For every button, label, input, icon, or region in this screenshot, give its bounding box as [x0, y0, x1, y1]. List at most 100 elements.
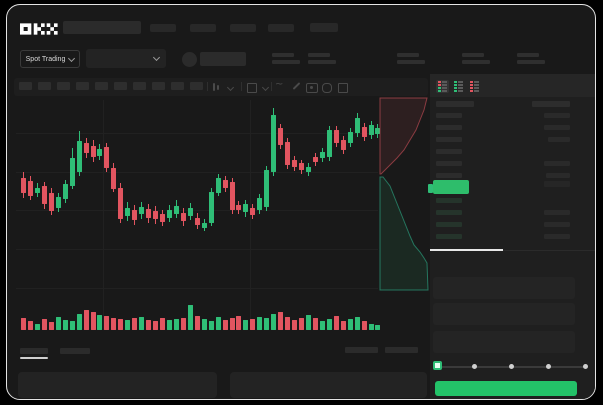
toolbar-divider [241, 82, 242, 91]
ask-price-placeholder[interactable] [436, 125, 462, 130]
chart-footer-item[interactable] [345, 347, 378, 353]
timeframe-button[interactable] [57, 82, 70, 90]
candle [173, 206, 179, 214]
nav-item-placeholder[interactable] [268, 24, 294, 32]
bottom-panel[interactable] [230, 372, 427, 398]
ask-amount-placeholder [544, 113, 570, 118]
ask-price-placeholder[interactable] [436, 149, 462, 154]
slider-stop-dot[interactable] [583, 364, 588, 369]
volume-bar [340, 321, 346, 330]
timeframe-button[interactable] [171, 82, 184, 90]
timeframe-button[interactable] [133, 82, 146, 90]
volume-bar [187, 305, 193, 330]
ask-price-placeholder[interactable] [436, 113, 462, 118]
nav-item-placeholder[interactable] [150, 24, 176, 32]
ask-price-placeholder[interactable] [436, 137, 462, 142]
candle [104, 147, 110, 168]
book-asks-icon[interactable] [468, 80, 481, 93]
ask-price-placeholder[interactable] [436, 161, 462, 166]
volume-bar [312, 318, 318, 330]
order-input[interactable] [433, 277, 575, 299]
candle [34, 188, 40, 193]
candle [299, 163, 304, 170]
timeframe-button[interactable] [76, 82, 89, 90]
volume-bar [208, 321, 214, 330]
candle [160, 214, 165, 222]
chart-tab[interactable] [20, 348, 48, 354]
candles-icon[interactable] [213, 83, 215, 91]
orderbook-icon-line [474, 81, 479, 83]
volume-bar [222, 320, 228, 330]
volume-bar [278, 312, 284, 330]
market-type-dropdown[interactable]: Spot Trading [20, 50, 80, 68]
ask-amount-placeholder [546, 173, 570, 178]
volume-bar [194, 316, 200, 330]
order-input[interactable] [433, 303, 575, 325]
volume-bar [305, 315, 311, 330]
candle [166, 210, 172, 218]
bid-price-placeholder[interactable] [436, 210, 462, 215]
candle [257, 198, 263, 210]
candle [229, 182, 235, 210]
nav-item-placeholder[interactable] [230, 24, 256, 32]
line-style-icon[interactable]: ~ [275, 79, 284, 90]
nav-item-placeholder[interactable] [190, 24, 216, 32]
header-action-button[interactable] [200, 52, 246, 66]
ask-price-placeholder[interactable] [436, 173, 462, 178]
clock-icon[interactable] [322, 83, 332, 93]
candle [222, 180, 228, 188]
volume-bar [375, 325, 381, 330]
nav-item-placeholder[interactable] [310, 23, 338, 32]
timeframe-button[interactable] [190, 82, 203, 90]
orderbook-icon-cell [454, 84, 457, 86]
depth-chart [379, 97, 429, 291]
orderbook-icon-cell [438, 81, 441, 83]
orderbook-icon-line [458, 84, 463, 86]
chart-tab[interactable] [60, 348, 90, 354]
candle [90, 146, 96, 157]
timeframe-button[interactable] [19, 82, 32, 90]
timeframe-button[interactable] [38, 82, 51, 90]
candle [146, 209, 152, 218]
volume-bar [76, 314, 82, 330]
candles-icon[interactable] [217, 85, 219, 90]
candle [97, 149, 103, 156]
buy-submit-button[interactable] [435, 381, 577, 396]
candle [319, 152, 325, 158]
bottom-panel[interactable] [18, 372, 217, 398]
timeframe-button[interactable] [95, 82, 108, 90]
orderbook-col-header [532, 101, 570, 107]
orderbook-icon-cell [470, 90, 473, 92]
slider-stop-dot[interactable] [546, 364, 551, 369]
slider-stop-dot[interactable] [509, 364, 514, 369]
slider-handle[interactable] [433, 361, 442, 370]
order-input[interactable] [433, 331, 575, 353]
search-input[interactable] [63, 21, 141, 34]
slider-stop-dot[interactable] [472, 364, 477, 369]
volume-bar [319, 321, 325, 330]
volume-bar [173, 319, 179, 330]
candle [354, 118, 360, 133]
chart-gridline [16, 172, 378, 173]
timeframe-button[interactable] [114, 82, 127, 90]
pair-selector-dropdown[interactable] [86, 49, 166, 68]
camera-icon[interactable] [306, 83, 318, 93]
bid-amount-placeholder [544, 210, 570, 215]
candle [215, 178, 221, 193]
candle [208, 192, 214, 223]
book-combined-icon[interactable] [436, 80, 449, 93]
buy-tab-indicator [430, 249, 503, 251]
bid-price-placeholder[interactable] [436, 234, 462, 239]
timeframe-button[interactable] [152, 82, 165, 90]
bid-price-placeholder[interactable] [436, 198, 462, 203]
okx-logo[interactable] [20, 22, 58, 35]
chart-footer-item[interactable] [385, 347, 418, 353]
bid-price-placeholder[interactable] [436, 222, 462, 227]
volume-bar [34, 324, 40, 330]
fullscreen-icon[interactable] [338, 83, 348, 93]
candle [139, 207, 145, 214]
volume-bar [69, 321, 75, 330]
book-bids-icon[interactable] [452, 80, 465, 93]
indicators-icon[interactable] [247, 83, 257, 93]
